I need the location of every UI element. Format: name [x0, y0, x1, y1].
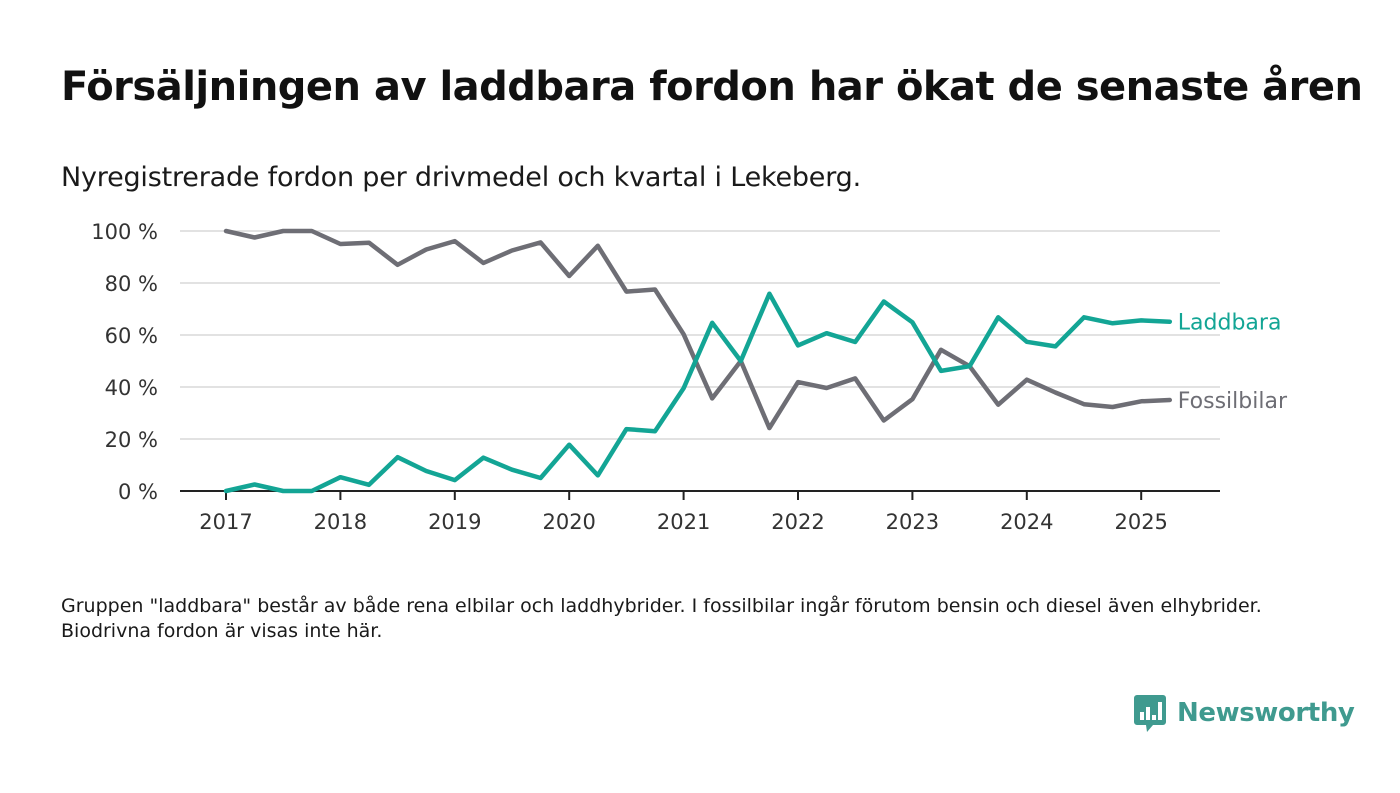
x-tick-label: 2023: [886, 510, 939, 534]
series-labels: Laddbara Fossilbilar: [1178, 311, 1288, 414]
y-tick-label: 0 %: [118, 480, 158, 504]
y-tick-label: 100 %: [91, 220, 158, 244]
x-tick-label: 2018: [314, 510, 367, 534]
x-tick-label: 2024: [1000, 510, 1053, 534]
x-tick-label: 2017: [199, 510, 252, 534]
series-label-laddbara: Laddbara: [1178, 311, 1282, 336]
y-tick-label: 60 %: [105, 324, 158, 348]
footnote: Gruppen "laddbara" består av både rena e…: [61, 595, 1262, 642]
y-axis-ticks: 0 % 20 % 40 % 60 % 80 % 100 %: [91, 220, 158, 504]
y-tick-label: 80 %: [105, 272, 158, 296]
series-line-laddbara: [223, 291, 1173, 494]
chart-title: Försäljningen av laddbara fordon har öka…: [61, 64, 1363, 110]
x-tick-label: 2021: [657, 510, 710, 534]
series-label-fossilbilar: Fossilbilar: [1178, 389, 1288, 414]
y-tick-label: 40 %: [105, 376, 158, 400]
x-axis-ticks: 2017 2018 2019 2020 2021 2022 2023 2024 2025: [199, 491, 1168, 534]
x-tick-label: 2020: [542, 510, 595, 534]
chart-subtitle: Nyregistrerade fordon per drivmedel och …: [61, 162, 861, 193]
y-tick-label: 20 %: [105, 428, 158, 452]
line-chart: 0 % 20 % 40 % 60 % 80 % 100 % 2017 2018 2019 202…: [91, 220, 1288, 534]
series-line-fossilbilar: [223, 228, 1173, 431]
x-tick-label: 2025: [1114, 510, 1167, 534]
brand-name: Newsworthy: [1177, 698, 1355, 728]
newsworthy-logo: Newsworthy: [1133, 693, 1355, 733]
x-tick-label: 2022: [771, 510, 824, 534]
bar-chart-speech-bubble-icon: [1134, 695, 1166, 732]
gridlines: [180, 230, 1220, 492]
x-tick-label: 2019: [428, 510, 481, 534]
series-lines: [223, 228, 1173, 494]
